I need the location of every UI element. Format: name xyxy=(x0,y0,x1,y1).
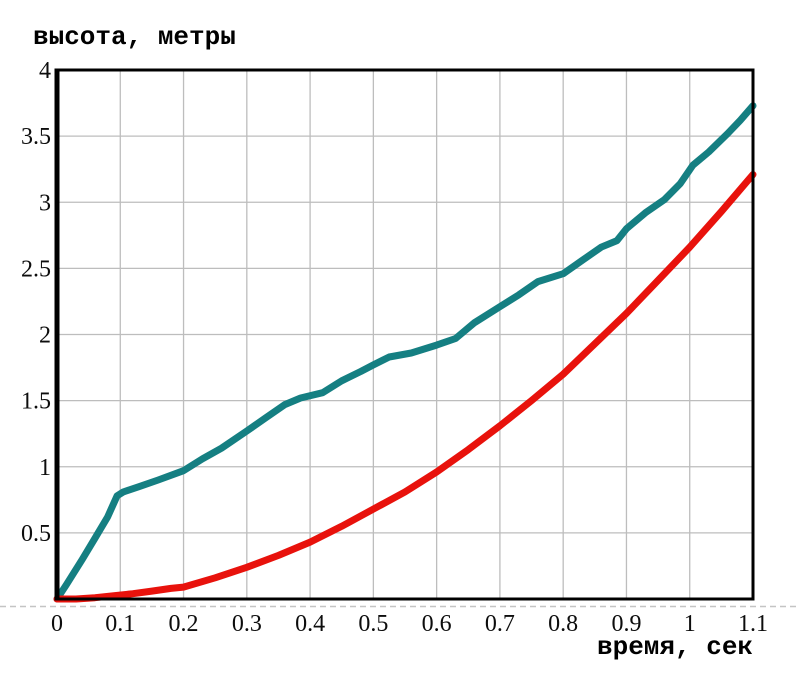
x-tick-label: 0.6 xyxy=(422,611,452,637)
x-tick-label: 1 xyxy=(684,611,696,637)
x-tick-label: 0.9 xyxy=(611,611,641,637)
x-tick-label: 0.8 xyxy=(548,611,578,637)
y-tick-label: 3.5 xyxy=(21,124,51,150)
x-tick-label: 0 xyxy=(51,611,63,637)
x-tick-label: 0.1 xyxy=(105,611,135,637)
x-tick-label: 0.3 xyxy=(232,611,262,637)
x-tick-label: 1.1 xyxy=(738,611,768,637)
x-axis-title: время, сек xyxy=(597,632,754,662)
y-axis-title: высота, метры xyxy=(33,22,236,52)
y-tick-label: 0.5 xyxy=(21,521,51,547)
y-tick-label: 2.5 xyxy=(21,256,51,282)
x-tick-label: 0.5 xyxy=(358,611,388,637)
y-tick-label: 4 xyxy=(39,58,51,84)
series-red-curve xyxy=(53,171,757,603)
y-tick-label: 2 xyxy=(39,323,51,349)
x-tick-label: 0.2 xyxy=(169,611,199,637)
x-tick-label: 0.4 xyxy=(295,611,325,637)
y-tick-label: 1.5 xyxy=(21,389,51,415)
series-teal-curve xyxy=(53,102,757,603)
y-tick-label: 1 xyxy=(39,455,51,481)
y-tick-label: 3 xyxy=(39,190,51,216)
x-tick-label: 0.7 xyxy=(485,611,515,637)
